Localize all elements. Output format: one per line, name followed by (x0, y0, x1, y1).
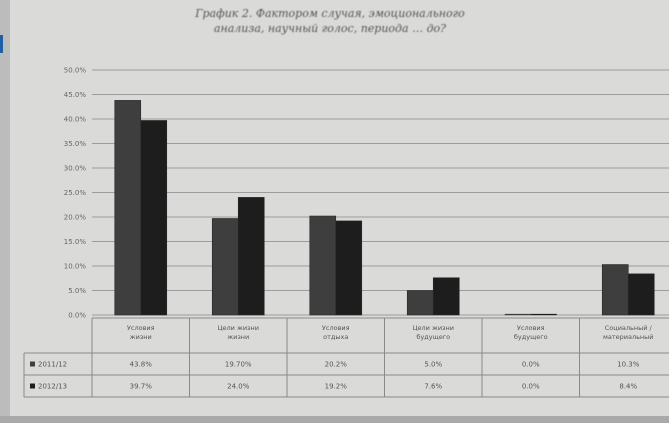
category-label: Социальный / (605, 324, 653, 332)
data-label: 0.0% (522, 361, 540, 369)
category-label: Условия (322, 324, 350, 332)
chart-page: График 2. Фактором случая, эмоциональног… (10, 0, 669, 416)
category-label: жизни (227, 333, 249, 341)
y-tick-label: 40.0% (64, 116, 87, 124)
data-label: 20.2% (325, 361, 348, 369)
category-label: материальный (603, 333, 654, 341)
category-label: Цели жизни (412, 324, 454, 332)
category-label: будущего (514, 333, 548, 341)
data-label: 43.8% (130, 361, 153, 369)
legend-label: 2011/12 (38, 361, 67, 369)
y-tick-label: 50.0% (64, 67, 87, 75)
legend-label: 2012/13 (38, 383, 67, 391)
y-tick-label: 35.0% (64, 140, 87, 148)
data-label: 19.2% (325, 383, 348, 391)
data-label: 10.3% (617, 361, 640, 369)
y-tick-label: 20.0% (64, 214, 87, 222)
y-tick-label: 25.0% (64, 189, 87, 197)
bar (406, 290, 434, 316)
bar (335, 220, 363, 316)
data-label: 24.0% (227, 383, 250, 391)
category-label: будущего (416, 333, 450, 341)
category-label: Условия (127, 324, 155, 332)
chart-title-line-2: анализа, научный голос, периода … до? (213, 22, 447, 35)
y-tick-label: 45.0% (64, 91, 87, 99)
legend-swatch (30, 383, 35, 389)
data-label: 7.6% (424, 383, 442, 391)
bar (140, 120, 168, 316)
data-label: 0.0% (522, 383, 540, 391)
chart-title-line-1: График 2. Фактором случая, эмоциональног… (195, 7, 465, 20)
data-label: 39.7% (130, 383, 153, 391)
category-label: отдыха (323, 333, 348, 341)
bar-chart: 0.0% 5.0% 10.0% 15.0% 20.0% 25.0% 30.0% 35.0% 40… (23, 67, 669, 398)
data-label: 5.0% (424, 361, 442, 369)
bar (601, 264, 629, 316)
category-label: Условия (517, 324, 545, 332)
y-tick-label: 15.0% (64, 238, 87, 246)
bar (237, 197, 265, 316)
category-label: Цели жизни (217, 324, 259, 332)
bar (627, 273, 655, 316)
y-tick-label: 30.0% (64, 165, 87, 173)
legend-swatch (30, 361, 35, 367)
data-label: 8.4% (619, 383, 637, 391)
bar (211, 218, 239, 316)
bar (309, 215, 337, 316)
y-tick-label: 5.0% (68, 287, 86, 295)
data-label: 19.70% (225, 361, 252, 369)
chart-title: График 2. Фактором случая, эмоциональног… (30, 6, 630, 36)
blue-margin-mark (0, 35, 3, 53)
bottom-edge (0, 416, 669, 423)
y-tick-label: 0.0% (68, 312, 86, 320)
y-tick-label: 10.0% (64, 263, 87, 271)
bar (432, 277, 460, 316)
category-label: жизни (130, 333, 152, 341)
bar (114, 100, 142, 316)
